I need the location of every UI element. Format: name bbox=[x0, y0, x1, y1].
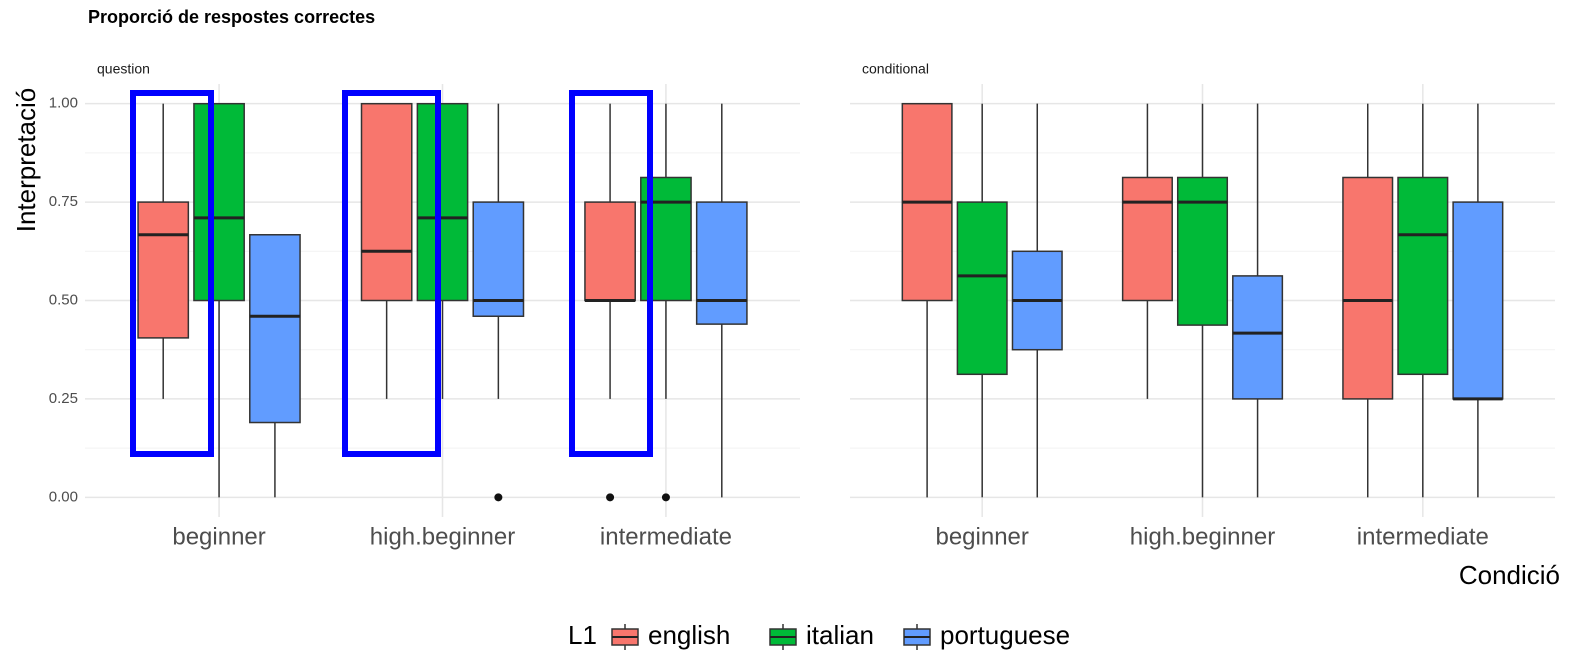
facet-label: question bbox=[97, 61, 150, 77]
box bbox=[416, 102, 469, 302]
chart-title: Proporció de respostes correctes bbox=[88, 7, 375, 27]
box bbox=[1342, 176, 1394, 400]
y-tick-label: 0.75 bbox=[49, 193, 78, 210]
box bbox=[193, 102, 245, 302]
legend-label: italian bbox=[806, 620, 874, 650]
box bbox=[584, 201, 636, 302]
box bbox=[1232, 275, 1284, 400]
box bbox=[360, 102, 413, 302]
x-tick-label: high.beginner bbox=[1130, 523, 1275, 550]
x-axis-label: Condició bbox=[1459, 560, 1560, 590]
x-tick-label: intermediate bbox=[1357, 523, 1489, 550]
highlights bbox=[130, 90, 653, 457]
facet-label: conditional bbox=[862, 61, 929, 77]
outlier bbox=[606, 493, 615, 502]
y-tick-label: 1.00 bbox=[49, 95, 78, 112]
box bbox=[1176, 176, 1229, 326]
box bbox=[1121, 176, 1173, 302]
box bbox=[472, 201, 525, 317]
outlier bbox=[661, 493, 670, 502]
box bbox=[695, 201, 748, 325]
y-tick-label: 0.50 bbox=[49, 291, 78, 308]
y-tick-label: 0.25 bbox=[49, 390, 78, 407]
y-tick-label: 0.00 bbox=[49, 488, 78, 505]
x-tick-label: high.beginner bbox=[370, 523, 515, 550]
box bbox=[249, 234, 301, 424]
x-tick-label: intermediate bbox=[600, 523, 732, 550]
box bbox=[1452, 201, 1504, 400]
highlight-box bbox=[342, 90, 441, 457]
box bbox=[137, 201, 190, 339]
x-tick-label: beginner bbox=[935, 523, 1028, 550]
box bbox=[1397, 176, 1449, 376]
x-tick-label: beginner bbox=[172, 523, 265, 550]
box bbox=[956, 201, 1008, 376]
outlier bbox=[494, 493, 503, 502]
plot-layer: 0.00 0.25 0.50 0.75 1.00 beginner high.beginne… bbox=[49, 61, 1555, 650]
legend-label: portuguese bbox=[940, 620, 1070, 650]
highlight-box bbox=[569, 90, 653, 457]
legend-label: english bbox=[648, 620, 730, 650]
highlight-box bbox=[130, 90, 214, 457]
legend-title: L1 bbox=[568, 620, 597, 650]
y-axis-label: Interpretació bbox=[11, 88, 41, 233]
